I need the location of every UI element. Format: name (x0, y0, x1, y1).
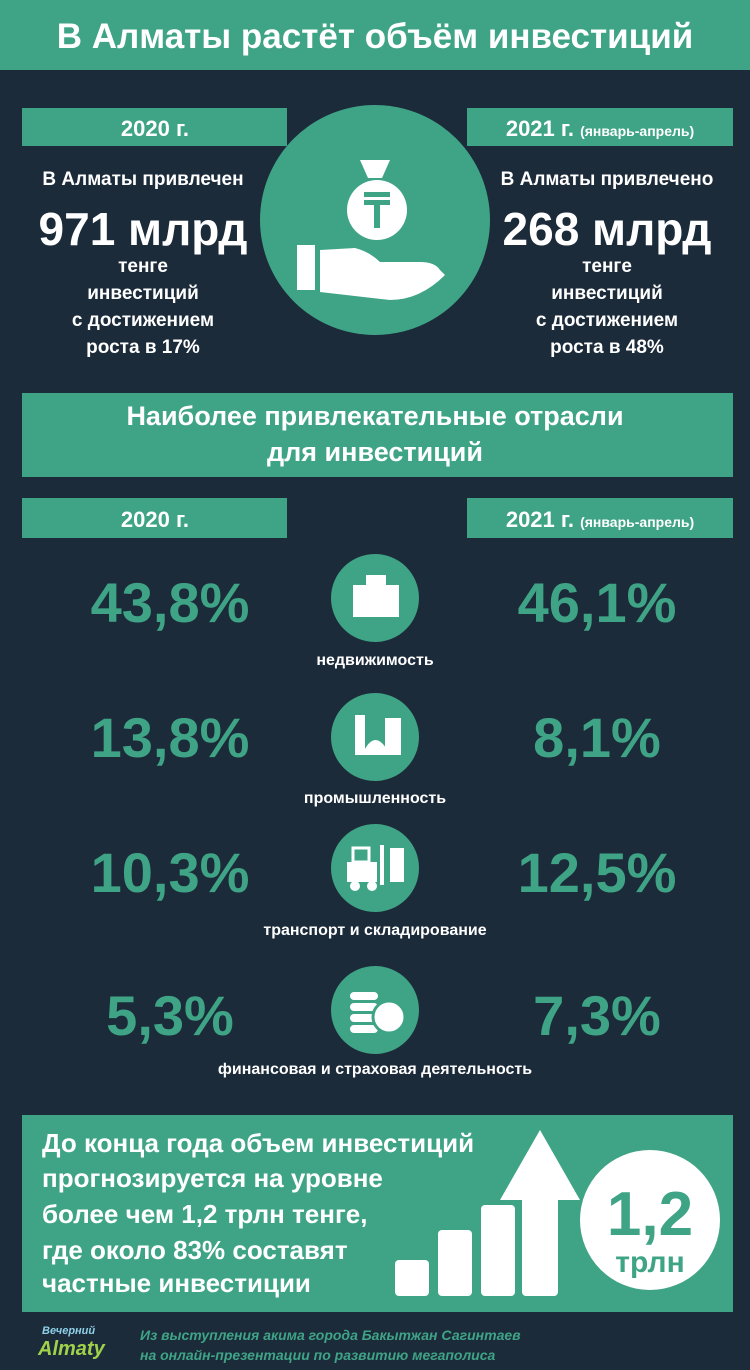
detail: инвестиций (87, 283, 199, 304)
period: (январь-апрель) (580, 514, 694, 530)
share: 12,5% (518, 841, 677, 904)
sector-label: финансовая и страховая деятельность (218, 1061, 532, 1078)
detail: роста в 48% (550, 337, 664, 358)
growth-icon (395, 1130, 580, 1296)
year-box (467, 498, 733, 538)
logo-bottom: Almaty (37, 1338, 106, 1360)
forecast-line: более чем 1,2 трлн тенге, (42, 1199, 367, 1229)
forecast-line: частные инвестиции (42, 1268, 311, 1298)
lead: В Алматы привлечен (42, 169, 243, 190)
factory-icon (331, 693, 419, 781)
detail: тенге (582, 256, 632, 277)
year: 2021 г. (506, 116, 574, 141)
money-icon (260, 105, 490, 335)
year: 2021 г. (506, 507, 574, 532)
section-heading: Наиболее привлекательные отрасли (126, 401, 623, 431)
detail: тенге (118, 256, 168, 277)
sector-label: промышленность (304, 790, 446, 807)
badge-unit: трлн (615, 1246, 684, 1279)
forecast-line: До конца года объем инвестиций (42, 1128, 474, 1158)
detail: инвестиций (551, 283, 663, 304)
coins-icon (331, 966, 419, 1054)
year-box (467, 108, 733, 146)
year-line: 2021 г. (январь-апрель) (506, 116, 694, 141)
detail: роста в 17% (86, 337, 200, 358)
badge-value: 1,2 (607, 1180, 693, 1249)
forecast-line: прогнозируется на уровне (42, 1163, 383, 1193)
share: 5,3% (106, 984, 234, 1047)
year-line: 2021 г. (январь-апрель) (506, 507, 694, 532)
share: 8,1% (533, 706, 661, 769)
building-icon (331, 554, 419, 642)
title: В Алматы растёт объём инвестиций (57, 17, 693, 56)
title-bar (0, 0, 750, 70)
forklift-icon (331, 824, 419, 912)
share: 10,3% (91, 841, 250, 904)
source: Из выступления акима города Бакытжан Саг… (140, 1327, 521, 1343)
share: 46,1% (518, 571, 677, 634)
amount: 268 млрд (503, 203, 712, 255)
forecast-line: где около 83% составят (42, 1235, 348, 1265)
lead: В Алматы привлечено (501, 169, 714, 190)
source: на онлайн-презентации по развитию мегапо… (140, 1347, 496, 1363)
year-box (22, 498, 287, 538)
detail: с достижением (72, 310, 214, 331)
share: 43,8% (91, 571, 250, 634)
year: 2020 г. (121, 116, 189, 141)
detail: с достижением (536, 310, 678, 331)
badge (580, 1150, 720, 1290)
section-box (22, 393, 733, 477)
amount: 971 млрд (39, 203, 248, 255)
section-heading: для инвестиций (267, 437, 483, 467)
year-box (22, 108, 287, 146)
share: 7,3% (533, 984, 661, 1047)
sector-label: транспорт и складирование (263, 922, 486, 939)
period: (январь-апрель) (580, 123, 694, 139)
share: 13,8% (91, 706, 250, 769)
sector-label: недвижимость (316, 652, 433, 669)
year: 2020 г. (121, 507, 189, 532)
logo-top: Вечерний (42, 1325, 95, 1337)
